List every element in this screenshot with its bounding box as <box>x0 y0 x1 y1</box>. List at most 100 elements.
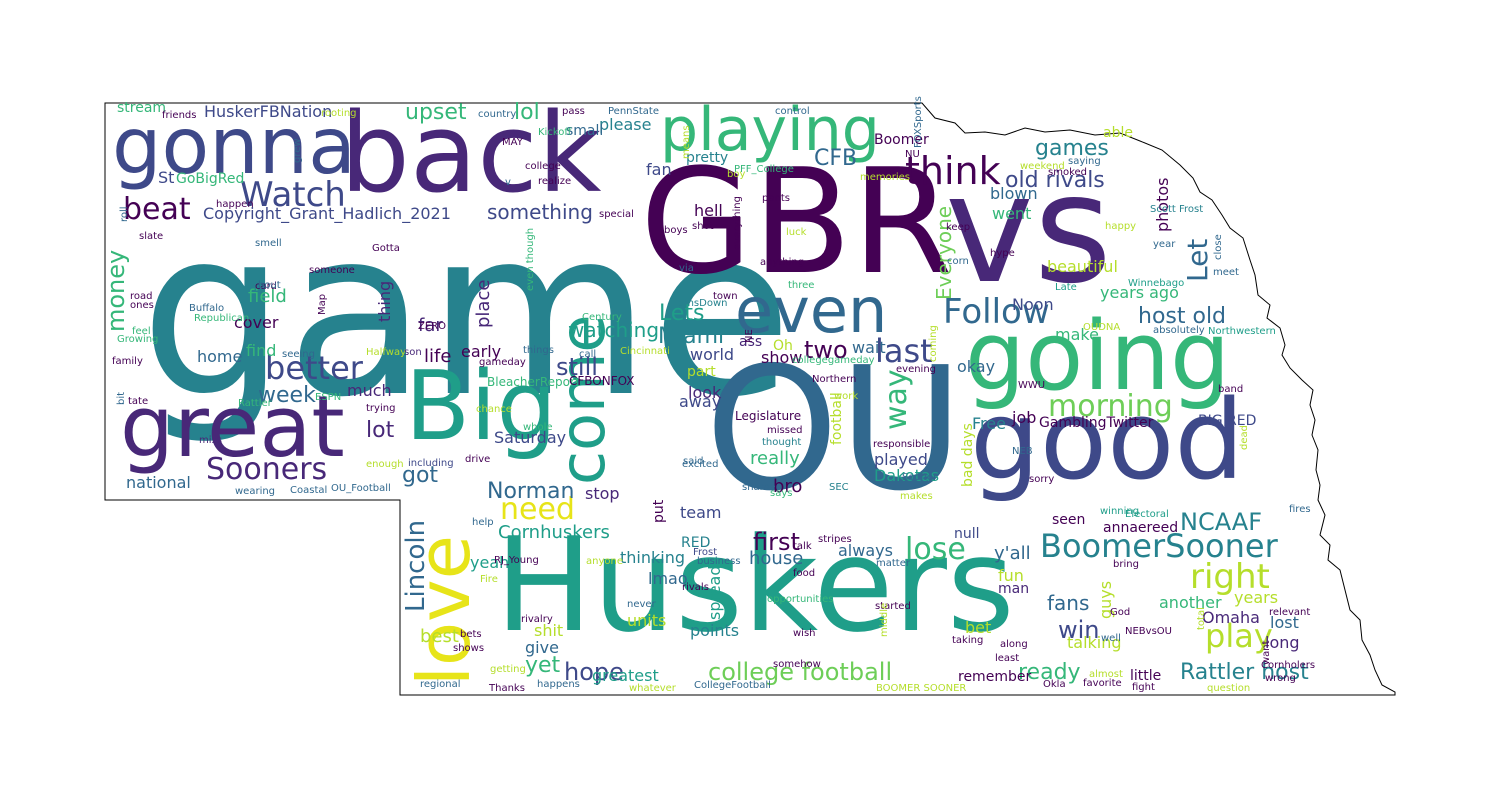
cloud-word: BleacherReport <box>487 375 580 389</box>
cloud-word: Thanks <box>489 683 525 694</box>
cloud-word: PennState <box>608 106 659 117</box>
cloud-word: well <box>1101 633 1121 644</box>
cloud-word: thought <box>762 437 802 448</box>
cloud-word: world <box>690 345 735 364</box>
cloud-word: rivalry <box>521 614 553 625</box>
cloud-word: Norman <box>487 479 575 504</box>
cloud-word: NE <box>744 329 755 343</box>
cloud-word: hope <box>564 658 624 686</box>
cloud-word: happens <box>537 679 580 690</box>
cloud-word: Late <box>1055 282 1077 293</box>
cloud-word: Winnebago <box>1128 278 1185 289</box>
cloud-word: lose <box>905 532 966 567</box>
cloud-word: whatever <box>629 683 676 694</box>
cloud-word: bets <box>460 629 482 640</box>
cloud-word: anything <box>760 257 805 268</box>
cloud-word: anyone <box>586 556 623 567</box>
cloud-word: got <box>402 463 439 488</box>
cloud-word: need <box>500 492 575 527</box>
cloud-word: Map <box>317 293 328 315</box>
cloud-word: Copyright_Grant_Hadlich_2021 <box>203 204 451 223</box>
cloud-word: help <box>472 517 494 528</box>
cloud-word: stream <box>117 100 167 116</box>
cloud-word: upset <box>405 100 467 125</box>
cloud-word: ones <box>130 300 154 311</box>
cloud-word: band <box>1218 384 1244 395</box>
cloud-word: put <box>651 499 667 523</box>
cloud-word: NEBvsOU <box>1125 626 1172 637</box>
cloud-word: Follow <box>943 292 1050 332</box>
cloud-word: CFBONFOX <box>569 374 635 388</box>
cloud-word: Miami <box>658 324 725 349</box>
cloud-word: went <box>992 204 1032 223</box>
cloud-word: trying <box>366 403 396 414</box>
cloud-word: food <box>793 568 816 579</box>
cloud-word: field <box>248 286 287 307</box>
cloud-word: Scott Frost <box>1150 204 1204 215</box>
cloud-word: along <box>1000 639 1028 650</box>
cloud-word: matter <box>876 558 910 569</box>
cloud-word: Northern <box>812 374 857 385</box>
cloud-word: even though <box>525 227 536 291</box>
cloud-word: fires <box>1289 504 1311 515</box>
cloud-word: lol <box>514 100 540 125</box>
cloud-word: please <box>599 115 652 134</box>
cloud-word: fight <box>1132 682 1155 693</box>
cloud-word: luck <box>786 227 807 238</box>
cloud-word: St <box>158 168 175 187</box>
cloud-word: Gotta <box>372 243 400 254</box>
cloud-word: college <box>525 161 561 172</box>
cloud-word: getting <box>490 664 526 675</box>
cloud-word: memories <box>860 172 911 183</box>
cloud-word: spread <box>705 565 724 620</box>
cloud-word: corn <box>947 256 969 267</box>
cloud-word: beat <box>123 192 191 227</box>
cloud-word: man <box>998 581 1030 597</box>
cloud-word: regional <box>420 679 461 690</box>
cloud-word: y'all <box>994 543 1031 564</box>
cloud-word: Cincinnati <box>620 346 670 357</box>
cloud-word: GoBigRed <box>176 171 245 187</box>
cloud-word: shit <box>534 621 564 640</box>
cloud-word: keep <box>946 222 971 233</box>
cloud-word: seeing <box>282 349 315 360</box>
cloud-word: lmao <box>648 569 688 588</box>
cloud-word: weekend <box>1020 161 1065 172</box>
cloud-word: including <box>408 458 454 469</box>
cloud-word: business <box>697 556 741 567</box>
cloud-word: able <box>1103 125 1133 141</box>
cloud-word: gonna <box>112 102 356 192</box>
cloud-word: hype <box>990 248 1015 259</box>
cloud-word: Cornholers <box>1261 660 1316 671</box>
cloud-word: yet <box>525 653 561 678</box>
cloud-word: PFF_College <box>734 164 794 175</box>
cloud-word: always <box>838 541 893 560</box>
cloud-word: ZERO <box>418 321 446 332</box>
cloud-word: null <box>954 526 980 542</box>
cloud-word: total <box>1196 607 1207 630</box>
cloud-word: really <box>750 448 800 469</box>
cloud-word: something <box>487 200 593 224</box>
cloud-word: life <box>424 346 452 367</box>
cloud-word: Oh <box>773 338 793 354</box>
cloud-word: bet <box>965 618 992 637</box>
cloud-word: FOXSports <box>913 96 924 148</box>
cloud-word: GamblingTwitter <box>1039 415 1154 431</box>
cloud-word: WWU <box>1018 380 1046 391</box>
cloud-word: job <box>1012 408 1037 427</box>
cloud-word: Watch <box>240 175 346 215</box>
cloud-word: evening <box>896 364 937 375</box>
cloud-word: units <box>627 611 667 630</box>
cloud-word: bad days <box>960 423 976 487</box>
cloud-word: Legislature <box>735 409 802 423</box>
cloud-word: realize <box>538 176 572 187</box>
cloud-word: Buffalo <box>189 303 225 314</box>
cloud-word: question <box>1207 683 1251 694</box>
cloud-word: means <box>681 125 692 159</box>
cloud-word: give <box>525 638 559 657</box>
cloud-word: still <box>556 353 598 381</box>
cloud-word: Kickoff <box>538 127 572 138</box>
cloud-word: missed <box>767 425 803 436</box>
cloud-word: Omaha <box>1202 608 1260 627</box>
cloud-word: part <box>687 364 716 380</box>
